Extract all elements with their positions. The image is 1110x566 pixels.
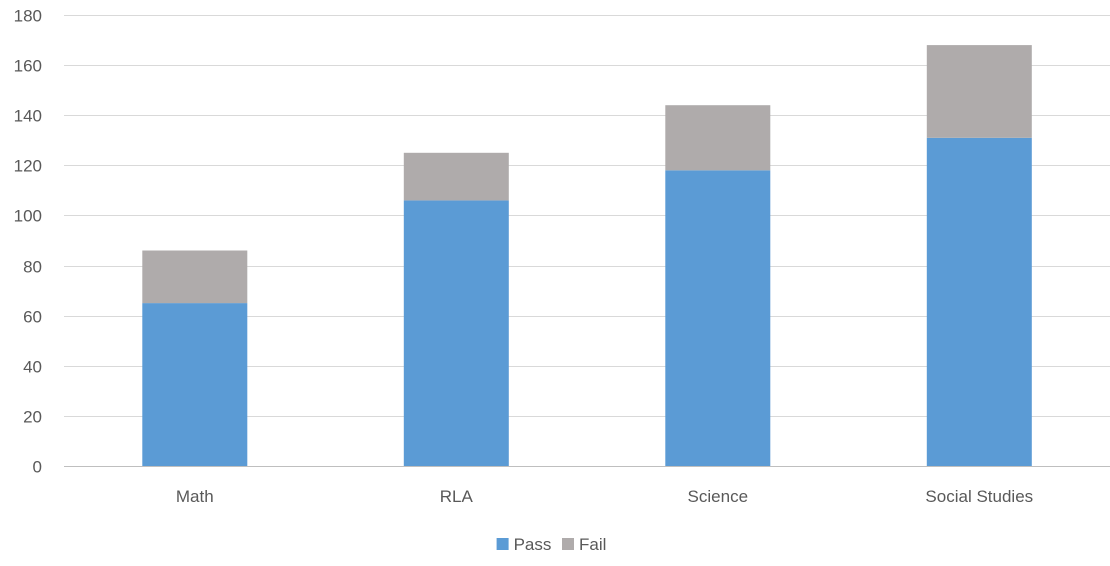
y-tick-label: 80 <box>23 258 42 277</box>
legend-swatch <box>562 538 574 550</box>
legend-label: Pass <box>514 535 552 554</box>
bar-pass-rla <box>403 200 509 466</box>
bar-pass-science <box>665 170 771 467</box>
y-tick-label: 0 <box>33 458 42 477</box>
legend-item-pass: Pass <box>496 535 552 554</box>
y-tick-label: 60 <box>23 308 42 327</box>
y-tick-label: 120 <box>14 157 42 176</box>
x-tick-label: Science <box>688 487 748 506</box>
x-tick-label: RLA <box>440 487 474 506</box>
bar-fail-math <box>142 250 248 304</box>
axes: 0 20 40 60 80 100 120 140 160 180 Math RLA Science So… <box>14 7 1034 507</box>
bar-pass-social-studies <box>926 137 1032 467</box>
y-tick-label: 140 <box>14 107 42 126</box>
x-tick-label: Math <box>176 487 214 506</box>
y-tick-label: 100 <box>14 207 42 226</box>
bar-fail-rla <box>403 152 509 201</box>
legend: Pass Fail <box>496 535 606 554</box>
y-tick-label: 20 <box>23 408 42 427</box>
legend-label: Fail <box>579 535 606 554</box>
bars <box>142 45 1032 467</box>
x-tick-label: Social Studies <box>925 487 1033 506</box>
bar-pass-math <box>142 303 248 466</box>
legend-item-fail: Fail <box>562 535 606 554</box>
bar-fail-social-studies <box>926 45 1032 138</box>
bar-fail-science <box>665 105 771 171</box>
y-tick-label: 180 <box>14 7 42 26</box>
y-tick-label: 40 <box>23 358 42 377</box>
legend-swatch <box>496 538 509 550</box>
y-tick-label: 160 <box>14 57 42 76</box>
